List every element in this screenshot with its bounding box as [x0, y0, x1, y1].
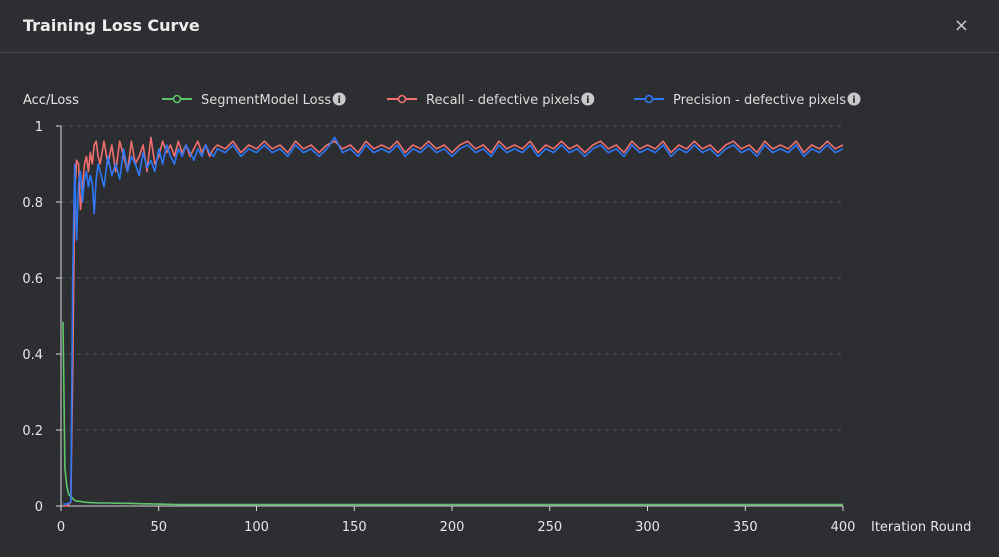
legend-item[interactable]: SegmentModel Loss i — [162, 92, 346, 109]
x-tick-label: 300 — [635, 520, 660, 535]
series-line-precision-defective-pixels — [63, 136, 844, 505]
legend-marker — [644, 94, 654, 104]
chart-legend: SegmentModel Loss i Recall - defective pix… — [162, 92, 861, 109]
close-icon[interactable]: × — [953, 15, 969, 36]
legend-label: Precision - defective pixels — [673, 93, 846, 108]
info-icon-glyph: i — [852, 95, 855, 106]
legend-label: Recall - defective pixels — [426, 93, 580, 108]
dialog-header: Training Loss Curve × — [0, 0, 999, 53]
x-tick-label: 400 — [831, 520, 856, 535]
chart-axes: 0 0.2 0.4 0.6 0.8 1 0 50 100 150 200 250 300 350 400 — [22, 120, 855, 535]
y-tick-label: 0.6 — [22, 272, 43, 287]
legend-label: SegmentModel Loss — [201, 93, 331, 108]
legend-marker — [172, 94, 182, 104]
x-tick-label: 250 — [537, 520, 562, 535]
legend-item[interactable]: Recall - defective pixels i — [387, 92, 595, 109]
y-tick-label: 0 — [35, 500, 43, 515]
chart-series — [62, 136, 844, 507]
dialog-title: Training Loss Curve — [23, 16, 200, 35]
chart-grid — [61, 125, 843, 431]
info-icon[interactable] — [847, 92, 861, 106]
series-line-recall-defective-pixels — [63, 136, 844, 507]
y-tick-label: 0.4 — [22, 348, 43, 363]
y-axis-label: Acc/Loss — [23, 93, 79, 108]
x-axis-label: Iteration Round — [871, 520, 971, 535]
info-icon[interactable] — [581, 92, 595, 106]
y-tick-label: 1 — [35, 120, 43, 135]
x-tick-label: 350 — [733, 520, 758, 535]
x-tick-label: 0 — [57, 520, 65, 535]
x-tick-label: 100 — [244, 520, 269, 535]
legend-item[interactable]: Precision - defective pixels i — [634, 92, 861, 109]
y-tick-label: 0.8 — [22, 196, 43, 211]
x-tick-label: 150 — [342, 520, 367, 535]
x-tick-label: 50 — [150, 520, 167, 535]
info-icon[interactable] — [332, 92, 346, 106]
series-line-segmentmodel-loss — [62, 321, 843, 506]
info-icon-glyph: i — [586, 95, 589, 106]
y-tick-label: 0.2 — [22, 424, 43, 439]
legend-marker — [397, 94, 407, 104]
x-tick-label: 200 — [440, 520, 465, 535]
info-icon-glyph: i — [337, 95, 340, 106]
